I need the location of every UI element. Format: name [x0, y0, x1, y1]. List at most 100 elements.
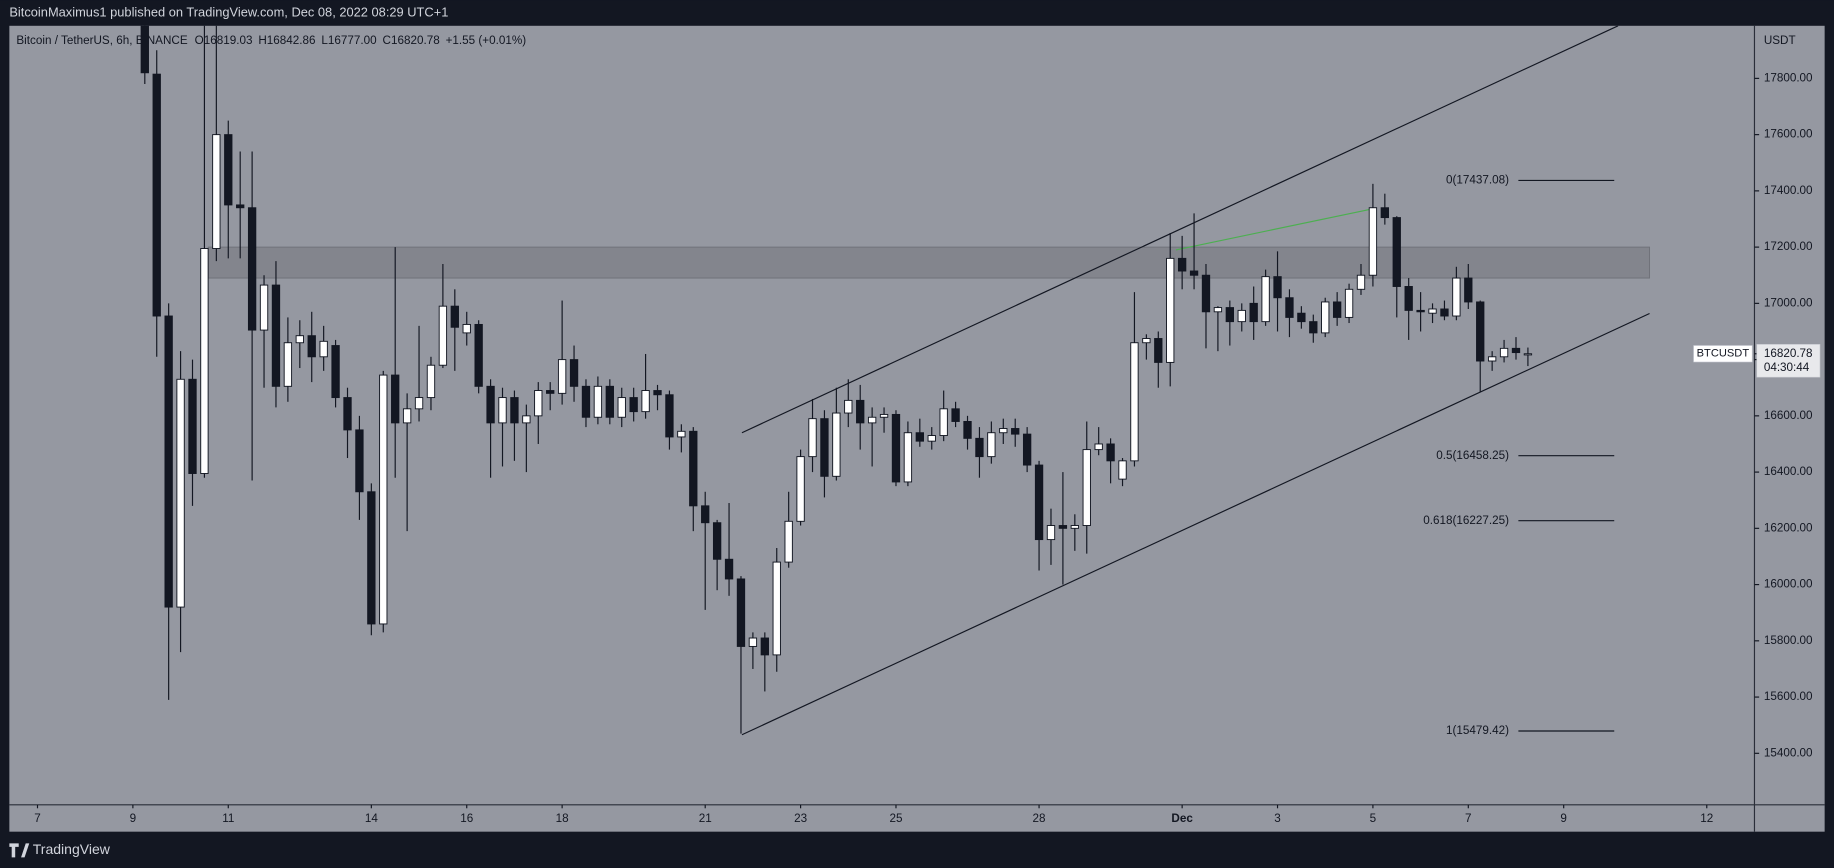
candle-body	[1487, 356, 1497, 362]
candle-body	[736, 578, 746, 647]
y-tick-label: 15400.00	[1764, 746, 1813, 759]
y-tick-label: 17800.00	[1764, 71, 1813, 84]
x-tick-label: 9	[1560, 812, 1567, 825]
candle-body	[450, 305, 459, 328]
candle-body	[1058, 525, 1068, 529]
candle-body	[1046, 525, 1056, 541]
candle-body	[581, 385, 591, 418]
candle-body	[784, 520, 793, 563]
brand-name: TradingView	[33, 841, 111, 857]
candle-body	[367, 491, 376, 625]
candle-body	[224, 134, 233, 206]
candle-body	[677, 430, 686, 438]
candle-body	[1034, 464, 1044, 541]
candle-body	[200, 248, 209, 474]
x-tick-label: 28	[1033, 812, 1046, 825]
candle-body	[999, 428, 1008, 434]
candle-body	[1285, 297, 1294, 318]
candle-body	[724, 558, 734, 580]
candle-body	[1344, 288, 1354, 318]
candle-body	[522, 415, 531, 424]
candle-body	[689, 430, 698, 507]
candle-body	[867, 416, 877, 424]
candle-body	[152, 73, 161, 317]
candle-body	[569, 359, 579, 387]
candle-body	[987, 432, 996, 458]
candle-body	[1118, 460, 1127, 480]
candle-body	[1380, 207, 1390, 219]
candle-body	[1070, 525, 1079, 529]
candle-body	[1332, 301, 1342, 318]
candle-body	[307, 335, 316, 358]
candle-body	[1225, 307, 1234, 323]
candle-body	[426, 364, 436, 399]
x-tick-label: 7	[34, 812, 41, 825]
ohlc-value: C16820.78	[383, 34, 440, 47]
x-tick-label: 9	[130, 812, 137, 825]
candle-body	[498, 397, 507, 424]
candle-body	[1201, 274, 1211, 313]
candle-body	[414, 397, 424, 410]
candle-body	[283, 342, 293, 387]
candle-body	[593, 385, 603, 418]
symbol-name: Bitcoin / TetherUS, 6h, BINANCE	[16, 34, 187, 47]
candle-body	[534, 390, 543, 417]
candle-body	[1130, 342, 1139, 462]
x-tick-label: 14	[365, 812, 379, 825]
ohlc-value: H16842.86	[258, 34, 315, 47]
candle-body	[1356, 274, 1366, 290]
x-tick-label: 7	[1465, 812, 1472, 825]
candle-body	[760, 637, 769, 656]
x-tick-label: 23	[794, 812, 807, 825]
candle-body	[748, 637, 758, 647]
axes: 15400.00 15600.00 15800.00 16000.00 16200.00…	[34, 71, 1821, 825]
candle-body	[140, 25, 149, 74]
candle-body	[975, 437, 984, 458]
candle-body	[1321, 301, 1330, 334]
price-badge	[1756, 344, 1821, 378]
candle-body	[1261, 276, 1270, 323]
candle-body	[331, 345, 340, 399]
candle-body	[1297, 312, 1306, 323]
candle-body	[1011, 428, 1020, 435]
candle-body	[891, 413, 901, 483]
candle-body	[1189, 270, 1199, 276]
x-tick-label: Dec	[1171, 812, 1193, 825]
candle-body	[259, 284, 269, 331]
fib-label: 0.618(16227.25)	[1423, 514, 1509, 527]
chart-background	[9, 25, 1825, 832]
candle-body	[486, 385, 495, 424]
candle-body	[510, 397, 519, 424]
candle-body	[474, 323, 483, 387]
candle-body	[701, 505, 710, 524]
candle-body	[712, 522, 722, 560]
candle-body	[1273, 276, 1282, 299]
x-tick-label: 18	[556, 812, 569, 825]
candle-body	[820, 418, 829, 477]
candle-body	[212, 134, 221, 249]
candle-body	[605, 385, 614, 418]
x-tick-label: 25	[889, 812, 903, 825]
candle-body	[808, 418, 817, 458]
candle-body	[1094, 443, 1103, 451]
candle-body	[653, 390, 662, 396]
candle-body	[271, 284, 281, 387]
candle-body	[319, 340, 328, 358]
candle-body	[1499, 347, 1509, 358]
x-tick-label: 11	[222, 812, 234, 825]
candle-body	[903, 432, 913, 483]
candle-body	[1523, 353, 1533, 356]
candle-body	[1142, 338, 1151, 344]
symbol-badge	[1693, 345, 1753, 363]
candle-body	[236, 204, 245, 209]
candle-body	[1166, 257, 1175, 363]
candle-body	[176, 378, 185, 608]
ohlc-value: O16819.03	[195, 34, 253, 47]
candle-body	[1404, 286, 1413, 311]
y-tick-label: 17200.00	[1764, 240, 1813, 253]
y-tick-label: 16200.00	[1764, 521, 1813, 534]
y-tick-label: 16600.00	[1764, 409, 1813, 422]
candle-body	[856, 399, 865, 424]
y-tick-label: 15800.00	[1764, 634, 1813, 647]
candle-body	[1237, 309, 1246, 323]
